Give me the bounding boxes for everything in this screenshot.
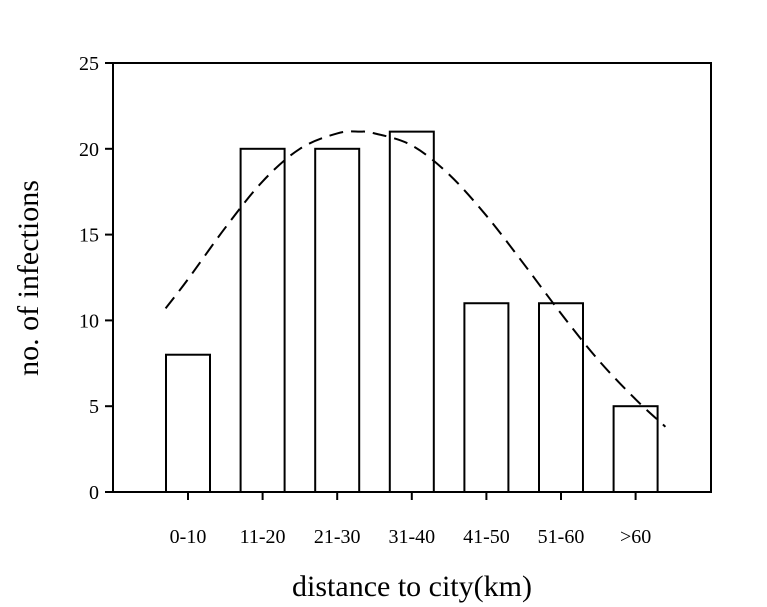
bar — [165, 353, 211, 493]
bar — [239, 147, 286, 494]
y-tick-label: 15 — [79, 225, 99, 247]
fit-curve-line — [164, 130, 667, 428]
y-axis-title: no. of infections — [12, 180, 45, 376]
x-tick-label: >60 — [620, 526, 651, 548]
bar — [388, 130, 435, 493]
fit-curve — [164, 130, 667, 428]
bars — [165, 130, 659, 494]
y-tick-label: 0 — [89, 482, 99, 504]
y-tick-label: 10 — [79, 310, 99, 332]
y-axis: 0 5 10 15 20 25 — [79, 53, 113, 504]
x-tick-label: 0-10 — [170, 526, 207, 548]
x-tick-label: 21-30 — [314, 526, 361, 548]
bar — [463, 302, 510, 493]
x-tick-label: 51-60 — [538, 526, 585, 548]
x-tick-label: 31-40 — [388, 526, 435, 548]
x-tick-label: 41-50 — [463, 526, 510, 548]
bar — [314, 147, 361, 494]
x-axis-title: distance to city(km) — [292, 570, 532, 603]
x-tick-label: 11-20 — [240, 526, 286, 548]
x-axis: 0-10 11-20 21-30 31-40 41-50 51-60 >60 — [170, 492, 651, 548]
y-tick-label: 20 — [79, 139, 99, 161]
y-tick-label: 5 — [89, 396, 99, 418]
y-tick-label: 25 — [79, 53, 99, 75]
bar — [612, 405, 659, 494]
bar — [538, 302, 584, 493]
